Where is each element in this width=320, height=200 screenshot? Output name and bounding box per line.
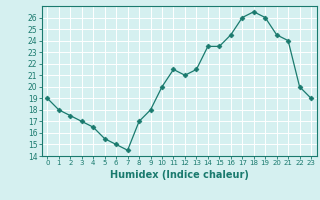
X-axis label: Humidex (Indice chaleur): Humidex (Indice chaleur) xyxy=(110,170,249,180)
